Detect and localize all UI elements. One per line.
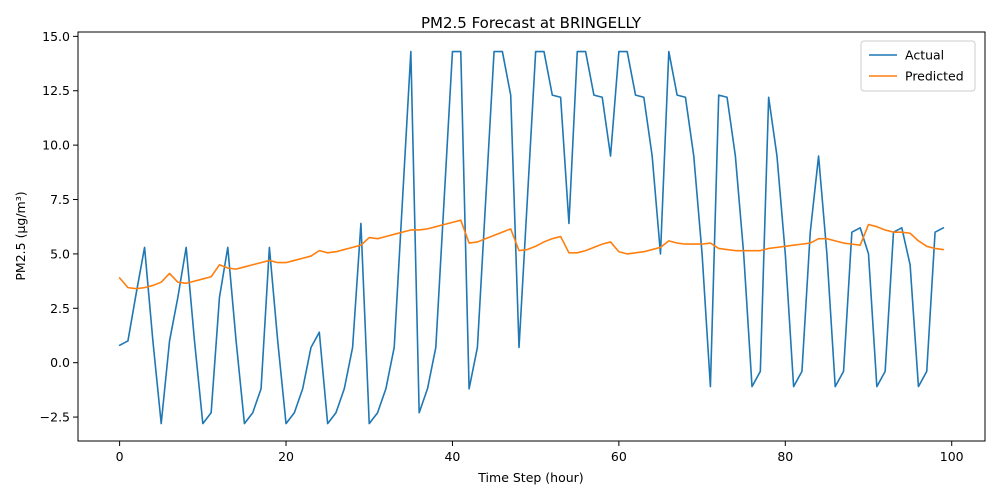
chart-title: PM2.5 Forecast at BRINGELLY [421,14,642,32]
plot-frame [77,31,986,442]
y-tick-label: 2.5 [50,301,70,316]
y-tick-label: 7.5 [50,192,70,207]
x-tick-label: 20 [278,449,294,464]
y-axis: −2.5 0.0 2.5 5.0 7.5 10.0 12.5 15.0 [40,29,78,425]
x-axis: 0 20 40 60 80 100 [116,441,964,464]
y-tick-label: 12.5 [42,83,70,98]
y-tick-label: 10.0 [42,138,70,153]
x-axis-label: Time Step (hour) [477,470,583,485]
y-axis-label: PM2.5 (µg/m³) [13,191,28,280]
legend-label-predicted: Predicted [905,69,964,84]
legend-label-actual: Actual [905,48,944,63]
y-tick-label: 5.0 [50,246,70,261]
x-tick-label: 60 [611,449,627,464]
y-tick-label: −2.5 [40,410,70,425]
x-tick-label: 40 [444,449,460,464]
x-tick-label: 0 [116,449,124,464]
series-line-actual [118,50,945,425]
legend-box [860,40,976,92]
x-tick-label: 100 [940,449,964,464]
y-tick-label: 15.0 [42,29,70,44]
legend: Actual Predicted [860,40,976,92]
series-line-predicted [118,219,945,290]
plot-area [118,50,945,425]
x-tick-label: 80 [777,449,793,464]
y-tick-label: 0.0 [50,355,70,370]
